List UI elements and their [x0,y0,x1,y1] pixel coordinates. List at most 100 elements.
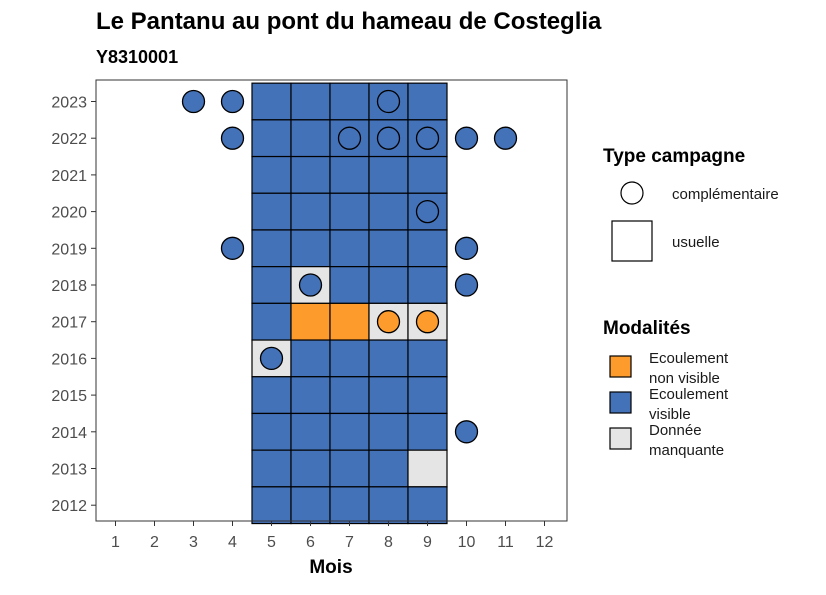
cell-2014-6 [290,412,331,451]
plot-border [95,79,568,522]
point-2019-4 [220,236,245,260]
cell-2022-6 [290,119,331,158]
cell-2015-5 [251,376,292,415]
y-tick-label: 2017 [51,315,87,332]
legend-label-missing: manquante [649,442,724,459]
cell-2023-6 [290,82,331,121]
cell-2016-7 [329,339,370,378]
legend-label-non_visible: non visible [649,370,720,387]
cell-2018-9 [407,266,448,304]
x-tick-label: 8 [384,534,393,551]
y-tick-label: 2022 [51,131,87,148]
x-tick-label: 10 [458,534,476,551]
y-tick-label: 2013 [51,462,87,479]
cell-2021-5 [251,155,292,194]
cell-2013-9 [407,449,448,488]
x-tick-label: 12 [536,534,554,551]
x-axis: 1 2 3 4 5 6 7 8 9 10 11 12 [111,521,554,551]
cell-2013-8 [368,449,409,488]
cell-2020-8 [368,192,409,231]
cell-2013-5 [251,449,292,488]
x-tick-label: 2 [150,534,159,551]
legend-swatch-non_visible [609,355,632,378]
point-2016-5 [259,346,284,371]
cell-2021-6 [290,155,331,194]
y-tick-label: 2018 [51,278,87,295]
cell-2014-9 [407,412,448,451]
cell-2015-7 [329,376,370,415]
cell-2021-8 [368,155,409,194]
cell-2019-5 [251,229,292,268]
y-tick-label: 2015 [51,388,87,405]
cell-2019-6 [290,229,331,268]
cell-2014-8 [368,412,409,451]
cell-2020-6 [290,192,331,231]
cell-2013-6 [290,449,331,488]
legend-modalites-title: Modalités [603,318,691,339]
cell-2023-7 [329,82,370,121]
legend-label-visible: visible [649,406,691,423]
legend-type-campagne: Type campagne complémentaire usuelle [603,146,779,262]
point-2022-7 [337,126,362,150]
cell-2017-7 [329,302,370,341]
cell-2014-7 [329,412,370,451]
cell-2015-9 [407,376,448,415]
point-2017-9 [415,310,440,334]
point-2022-4 [220,126,245,150]
cell-2012-6 [290,486,331,525]
x-tick-label: 11 [497,534,514,551]
x-tick-label: 3 [189,534,198,551]
legend-label-usuelle: usuelle [672,234,720,251]
cell-2020-5 [251,192,292,231]
y-tick-label: 2019 [51,241,87,258]
cell-2019-7 [329,229,370,268]
point-2023-4 [220,89,245,114]
cell-2018-7 [329,266,370,304]
point-2022-10 [454,126,479,150]
cell-2015-6 [290,376,331,415]
cell-2012-9 [407,486,448,525]
x-axis-title: Mois [309,557,352,578]
cell-2015-8 [368,376,409,415]
legend-label-visible: Ecoulement [649,386,729,403]
x-tick-label: 4 [228,534,237,551]
y-tick-label: 2012 [51,498,87,515]
chart-subtitle: Y8310001 [96,47,178,67]
cell-2012-8 [368,486,409,525]
point-2023-8 [376,89,401,114]
cell-2018-5 [251,266,292,304]
y-tick-label: 2023 [51,95,87,112]
cell-2021-7 [329,155,370,194]
cell-2013-7 [329,449,370,488]
point-2018-10 [454,273,479,297]
legend-square-key [611,220,653,262]
legend-label-complementaire: complémentaire [672,186,779,203]
point-2018-6 [298,273,323,297]
x-tick-label: 1 [111,534,120,551]
legend-swatch-missing [609,427,632,450]
cell-2017-5 [251,302,292,341]
point-2019-10 [454,236,479,260]
y-axis: 2012 2013 2014 2015 2016 2017 2018 2019 2020 2021… [51,95,96,515]
cell-2016-8 [368,339,409,378]
point-2020-9 [415,199,440,224]
x-tick-label: 5 [267,534,276,551]
cell-2016-6 [290,339,331,378]
usuelle-cells [251,82,448,525]
y-tick-label: 2014 [51,425,87,442]
cell-2021-9 [407,155,448,194]
y-tick-label: 2016 [51,351,87,368]
cell-2023-5 [251,82,292,121]
cell-2012-5 [251,486,292,525]
legend-swatch-visible [609,391,632,414]
cell-2018-8 [368,266,409,304]
cell-2012-7 [329,486,370,525]
x-tick-label: 7 [345,534,354,551]
point-2023-3 [181,89,206,114]
cell-2017-6 [290,302,331,341]
cell-2016-9 [407,339,448,378]
y-tick-label: 2021 [51,168,87,185]
cell-2023-9 [407,82,448,121]
